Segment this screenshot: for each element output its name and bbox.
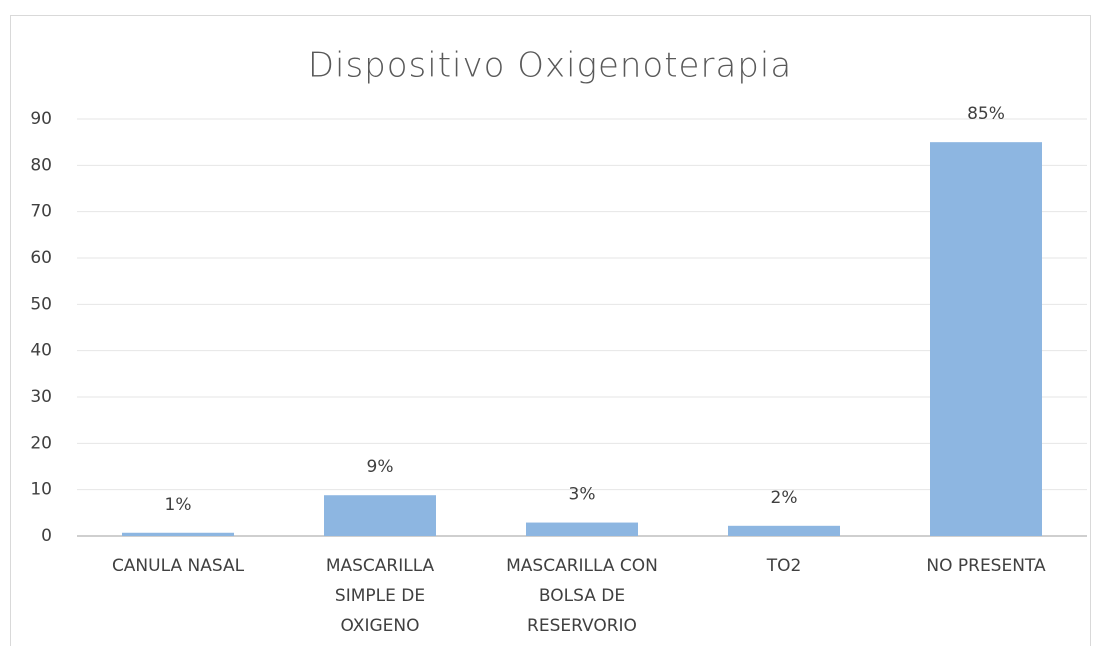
y-tick-label: 90 [30, 109, 52, 129]
data-label: 9% [367, 457, 394, 477]
y-tick-label: 40 [30, 341, 52, 361]
y-tick-label: 80 [30, 155, 52, 175]
x-tick-label: MASCARILLA SIMPLE DE OXIGENO [326, 556, 435, 636]
y-tick-label: 10 [30, 480, 52, 500]
data-label: 2% [771, 488, 798, 508]
chart-frame [10, 15, 1091, 646]
x-tick-label: CANULA NASAL [112, 556, 245, 576]
y-tick-label: 50 [30, 294, 52, 314]
y-tick-label: 70 [30, 202, 52, 222]
data-label: 3% [569, 485, 596, 505]
y-tick-label: 20 [30, 433, 52, 453]
bar [930, 142, 1042, 536]
data-label: 1% [165, 495, 192, 515]
x-tick-label: MASCARILLA CON BOLSA DE RESERVORIO [506, 556, 658, 636]
x-tick-label: TO2 [766, 556, 802, 576]
x-tick-label: NO PRESENTA [926, 556, 1046, 576]
bar [324, 495, 436, 536]
y-tick-label: 30 [30, 387, 52, 407]
bar [728, 525, 840, 536]
bar [526, 522, 638, 536]
bar [122, 532, 234, 536]
chart-title: Dispositivo Oxigenoterapia [308, 46, 792, 86]
y-tick-label: 60 [30, 248, 52, 268]
y-tick-label: 0 [41, 526, 52, 546]
data-label: 85% [967, 104, 1005, 124]
